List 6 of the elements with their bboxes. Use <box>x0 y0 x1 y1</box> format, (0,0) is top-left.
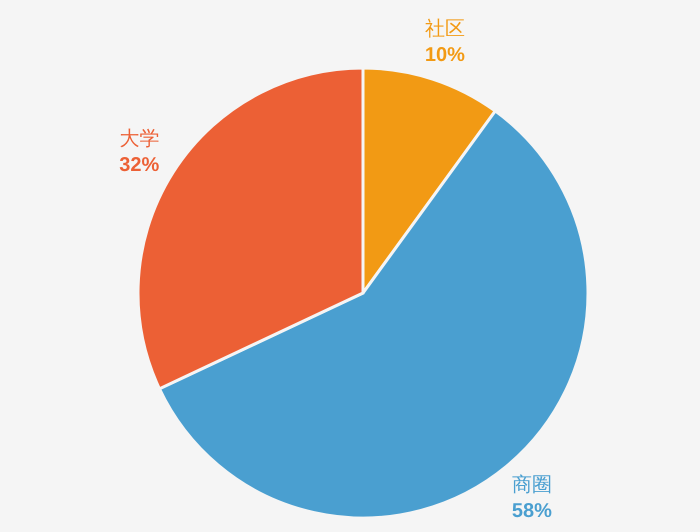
slice-label: 社区 <box>424 16 465 40</box>
data-label: 10% <box>424 44 466 66</box>
slice-label: 商圈 <box>512 472 552 496</box>
data-label: 32% <box>119 154 160 176</box>
data-label: 58% <box>512 500 552 522</box>
slice-label: 大学 <box>119 126 160 150</box>
